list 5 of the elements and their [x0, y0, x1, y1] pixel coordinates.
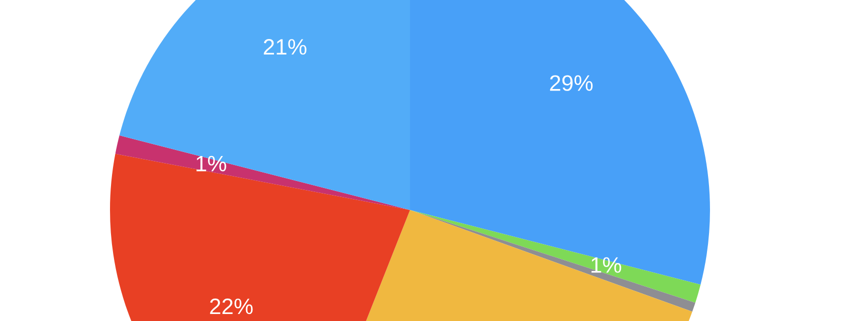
data-label: 21%	[264, 39, 306, 55]
data-label: 29%	[550, 75, 593, 91]
data-label: 1%	[592, 257, 622, 273]
data-label: 22%	[210, 298, 253, 314]
data-label: 1%	[196, 156, 226, 172]
